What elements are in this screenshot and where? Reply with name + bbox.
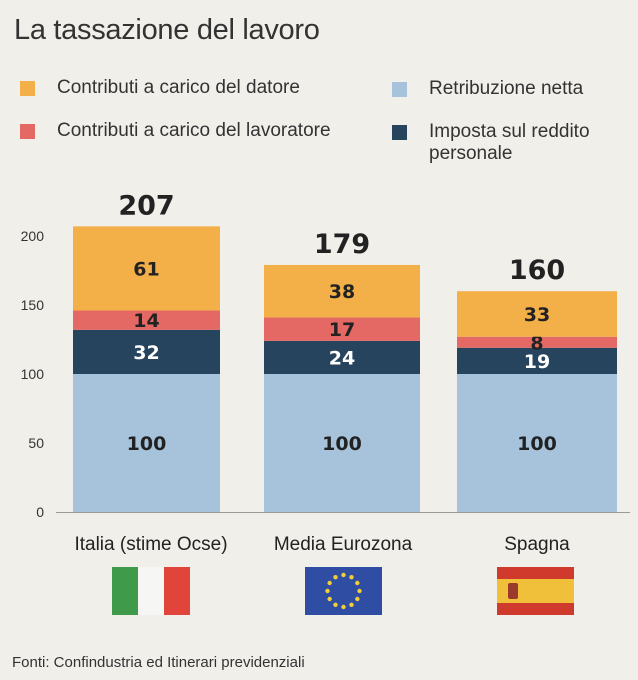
stacked-bar-chart: 0 50 100 150 200 100 32 14 61 207 Italia (stime Oc…	[21, 190, 630, 615]
bar-total-label: 179	[314, 229, 370, 260]
flag-eu	[305, 567, 382, 615]
flag-spagna-stripe	[497, 567, 574, 579]
flag-eu-star	[327, 596, 332, 602]
y-tick-label: 200	[21, 228, 45, 244]
bar-segment	[73, 226, 220, 311]
y-tick-label: 100	[21, 366, 45, 382]
bar-value-label: 32	[133, 342, 159, 364]
flag-eu-star	[349, 574, 354, 580]
legend-label-retribuzione: Retribuzione netta	[429, 78, 584, 99]
bar-value-label: 100	[322, 433, 362, 455]
bar-value-label: 100	[127, 433, 167, 455]
bar-value-label: 19	[524, 351, 550, 373]
legend-swatch-imposta	[392, 125, 407, 140]
source-note: Fonti: Confindustria ed Itinerari previd…	[12, 654, 305, 671]
flag-spagna	[497, 567, 574, 615]
legend-swatch-retribuzione	[392, 82, 407, 97]
bar-segment	[73, 310, 220, 330]
bar-total-label: 160	[509, 255, 565, 286]
bar-segment	[264, 317, 420, 341]
category-label: Media Eurozona	[274, 534, 413, 555]
bar-value-label: 24	[329, 347, 355, 369]
bar-value-label: 61	[133, 258, 159, 280]
bar-value-label: 100	[517, 433, 557, 455]
legend-label-imposta: Imposta sul reddito personale	[429, 121, 590, 164]
flag-italia-stripe	[138, 567, 164, 615]
bar-segment	[264, 340, 420, 374]
legend-swatch-datore	[20, 81, 35, 96]
bar-segment	[264, 374, 420, 512]
chart-title: La tassazione del lavoro	[14, 14, 320, 46]
category-label: Spagna	[504, 534, 570, 555]
bar-value-label: 33	[524, 304, 550, 326]
flag-spagna-stripe	[497, 603, 574, 615]
flag-eu-star	[333, 602, 338, 608]
legend-label-datore: Contributi a carico del datore	[57, 77, 300, 98]
bar-segment	[457, 336, 617, 348]
bar-segment	[264, 264, 420, 318]
category-label: Italia (stime Ocse)	[74, 534, 227, 555]
flag-eu-star	[355, 596, 360, 602]
flag-italia	[112, 567, 190, 615]
bar-value-label: 17	[329, 319, 355, 341]
flag-eu-star	[357, 588, 362, 594]
flag-eu-star	[341, 572, 346, 578]
legend-swatch-lavoratore	[20, 124, 35, 139]
bar-segment	[457, 374, 617, 512]
flag-eu-star	[325, 588, 330, 594]
y-tick-label: 50	[28, 435, 44, 451]
flag-italia-stripe	[164, 567, 190, 615]
y-tick-label: 150	[21, 297, 45, 313]
bar-segment	[457, 347, 617, 374]
flag-spagna-coat-of-arms	[508, 583, 518, 599]
bar-value-label: 14	[133, 310, 159, 332]
bar-segment	[457, 291, 617, 337]
legend-label-lavoratore: Contributi a carico del lavoratore	[57, 120, 331, 141]
bar-total-label: 207	[118, 190, 174, 221]
flag-eu-star	[333, 574, 338, 580]
flag-italia-stripe	[112, 567, 138, 615]
bar-value-label: 8	[530, 332, 543, 354]
bar-segment	[73, 329, 220, 374]
flag-eu-star	[349, 602, 354, 608]
bar-value-label: 38	[329, 281, 355, 303]
flag-eu-star	[355, 580, 360, 586]
flag-eu-star	[341, 604, 346, 610]
y-tick-label: 0	[36, 504, 44, 520]
bar-segment	[73, 374, 220, 512]
flag-eu-star	[327, 580, 332, 586]
